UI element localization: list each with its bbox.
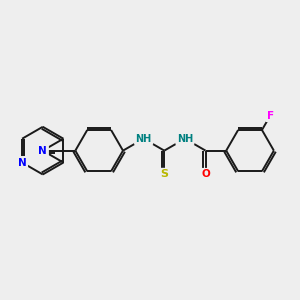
Text: S: S <box>160 169 168 179</box>
Text: NH: NH <box>136 134 152 144</box>
Text: N: N <box>38 146 47 156</box>
Text: N: N <box>18 158 26 167</box>
Text: NH: NH <box>177 134 193 144</box>
Text: O: O <box>38 146 47 156</box>
Text: O: O <box>201 169 210 179</box>
Text: F: F <box>267 110 274 121</box>
